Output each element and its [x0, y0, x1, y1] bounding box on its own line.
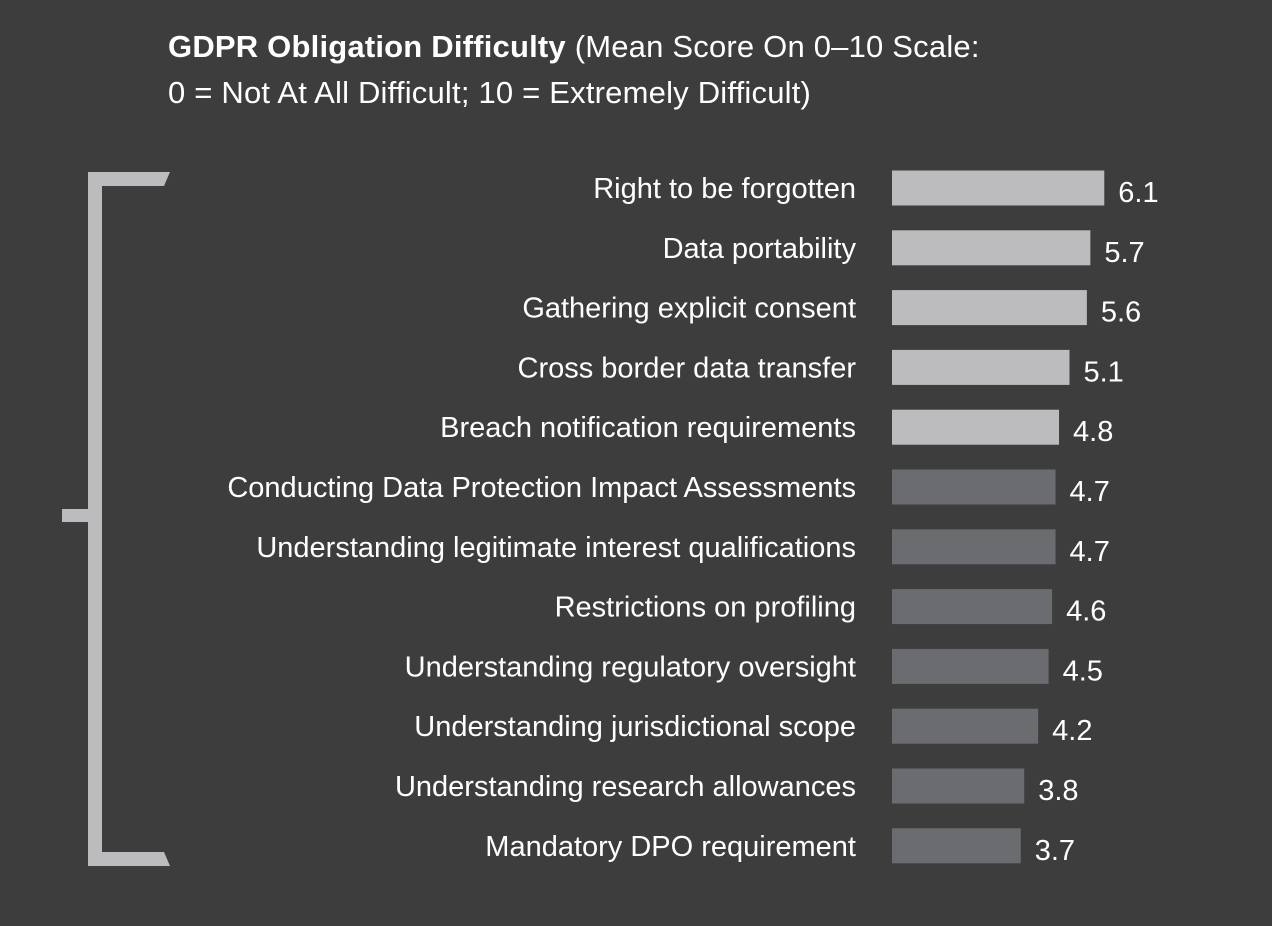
chart-title: GDPR Obligation Difficulty (Mean Score O… [168, 24, 980, 116]
bracket-top-arm [88, 172, 170, 186]
title-subtitle-part-1: (Mean Score On 0–10 Scale: [565, 29, 980, 64]
category-label: Right to be forgotten [593, 173, 856, 205]
bar-row: Understanding research allowances 3.8 [395, 768, 1079, 807]
data-label: 3.8 [1038, 775, 1078, 807]
category-label: Mandatory DPO requirement [485, 831, 856, 863]
bar-row: Right to be forgotten 6.1 [593, 170, 1159, 209]
bar [892, 290, 1087, 326]
category-label: Cross border data transfer [518, 352, 857, 384]
data-label: 5.6 [1101, 297, 1141, 329]
bracket-group [62, 172, 170, 866]
bracket-bottom-arm [88, 852, 170, 866]
title-bold: GDPR Obligation Difficulty [168, 29, 566, 64]
data-label: 4.8 [1073, 416, 1113, 448]
category-label: Understanding regulatory oversight [405, 651, 856, 683]
bar [892, 768, 1025, 804]
bar [892, 469, 1056, 505]
bar [892, 230, 1091, 266]
bar-row: Conducting Data Protection Impact Assess… [227, 469, 1110, 508]
bar [892, 349, 1070, 385]
bar-row: Data portability 5.7 [663, 230, 1145, 269]
bar-row: Cross border data transfer 5.1 [518, 349, 1124, 388]
data-label: 4.2 [1052, 715, 1092, 747]
category-label: Gathering explicit consent [522, 293, 856, 325]
bars-group: Right to be forgotten 6.1 Data portability… [227, 170, 1159, 867]
data-label: 6.1 [1118, 177, 1158, 209]
bar [892, 409, 1060, 445]
category-label: Understanding legitimate interest qualif… [256, 532, 856, 564]
data-label: 3.7 [1035, 835, 1075, 867]
bar [892, 589, 1053, 625]
bar [892, 708, 1039, 744]
data-label: 5.1 [1083, 356, 1123, 388]
bar-row: Mandatory DPO requirement 3.7 [485, 828, 1075, 867]
bar [892, 828, 1021, 864]
data-label: 4.5 [1063, 655, 1103, 687]
bar-row: Understanding legitimate interest qualif… [256, 529, 1110, 568]
bar-row: Gathering explicit consent 5.6 [522, 290, 1141, 329]
bracket-midpoint-tick [62, 509, 92, 522]
category-label: Conducting Data Protection Impact Assess… [227, 472, 856, 504]
title-line-1: GDPR Obligation Difficulty (Mean Score O… [168, 24, 980, 70]
category-label: Understanding research allowances [395, 771, 856, 803]
bar-row: Understanding regulatory oversight 4.5 [405, 648, 1103, 687]
data-label: 4.7 [1070, 536, 1110, 568]
bar [892, 529, 1056, 565]
category-label: Restrictions on profiling [555, 592, 856, 624]
bracket-spine [88, 172, 102, 866]
bar-row: Restrictions on profiling 4.6 [555, 589, 1106, 628]
bar [892, 648, 1049, 684]
category-label: Understanding jurisdictional scope [414, 711, 856, 743]
title-line-2: 0 = Not At All Difficult; 10 = Extremely… [168, 75, 812, 110]
data-label: 4.6 [1066, 596, 1106, 628]
bar-row: Breach notification requirements 4.8 [440, 409, 1113, 448]
bar-row: Understanding jurisdictional scope 4.2 [414, 708, 1092, 747]
bar [892, 170, 1105, 206]
category-label: Data portability [663, 233, 857, 265]
category-label: Breach notification requirements [440, 412, 856, 444]
data-label: 5.7 [1104, 237, 1144, 269]
data-label: 4.7 [1070, 476, 1110, 508]
